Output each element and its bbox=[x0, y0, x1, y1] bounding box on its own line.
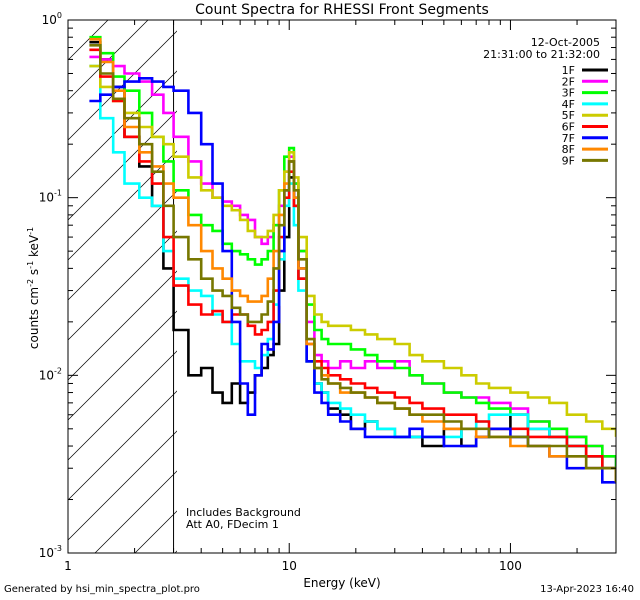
series-line-3F bbox=[89, 35, 616, 469]
y-tick-labels: 100 10-1 10-2 10-3 bbox=[39, 11, 62, 560]
legend-label-6F: 6F bbox=[562, 121, 575, 134]
y-tick-label: 10-3 bbox=[39, 544, 62, 560]
annotation-attenuator: Att A0, FDecim 1 bbox=[186, 518, 279, 531]
series-line-9F bbox=[89, 44, 616, 483]
x-tick-label: 10 bbox=[282, 559, 297, 573]
hatch-line bbox=[68, 230, 177, 341]
y-tick-label: 100 bbox=[42, 11, 62, 27]
legend-label-1F: 1F bbox=[562, 64, 575, 77]
series-layer bbox=[89, 35, 616, 484]
hatch-line bbox=[68, 150, 177, 261]
hatch-line bbox=[68, 350, 177, 461]
footer-timestamp: 13-Apr-2023 16:40 bbox=[540, 584, 634, 595]
legend-label-2F: 2F bbox=[562, 75, 575, 88]
series-line-5F bbox=[89, 64, 616, 437]
hatch-line bbox=[68, 110, 177, 221]
legend-label-4F: 4F bbox=[562, 98, 575, 111]
series-line-2F bbox=[89, 55, 616, 469]
observation-date: 12-Oct-2005 bbox=[531, 36, 600, 49]
footer-generated-by: Generated by hsi_min_spectra_plot.pro bbox=[4, 584, 200, 595]
hatch-line bbox=[68, 430, 177, 541]
annotation-background: Includes Background bbox=[186, 506, 301, 519]
series-line-4F bbox=[89, 64, 616, 483]
hatch-line bbox=[68, 390, 177, 501]
legend-label-5F: 5F bbox=[562, 109, 575, 122]
x-axis-label: Energy (keV) bbox=[303, 576, 380, 590]
observation-time-range: 21:31:00 to 21:32:00 bbox=[483, 48, 600, 61]
legend-label-7F: 7F bbox=[562, 132, 575, 145]
hatch-line bbox=[68, 270, 177, 381]
series-line-6F bbox=[89, 48, 616, 483]
legend-label-3F: 3F bbox=[562, 87, 575, 100]
chart-title: Count Spectra for RHESSI Front Segments bbox=[195, 2, 489, 18]
hatch-line bbox=[68, 190, 177, 301]
y-tick-label: 10-2 bbox=[39, 366, 62, 382]
plot-frame bbox=[67, 19, 617, 554]
x-tick-label: 1 bbox=[64, 559, 72, 573]
legend-label-8F: 8F bbox=[562, 143, 575, 156]
y-tick-label: 10-1 bbox=[39, 189, 62, 205]
legend-label-9F: 9F bbox=[562, 154, 575, 167]
y-axis-label: counts cm-2 s-1 keV-1 bbox=[26, 227, 41, 349]
hatch-line bbox=[68, 310, 177, 421]
series-line-1F bbox=[89, 40, 616, 483]
x-tick-labels: 1 10 100 bbox=[64, 559, 522, 573]
axis-ticks bbox=[67, 19, 617, 554]
x-tick-label: 100 bbox=[499, 559, 522, 573]
